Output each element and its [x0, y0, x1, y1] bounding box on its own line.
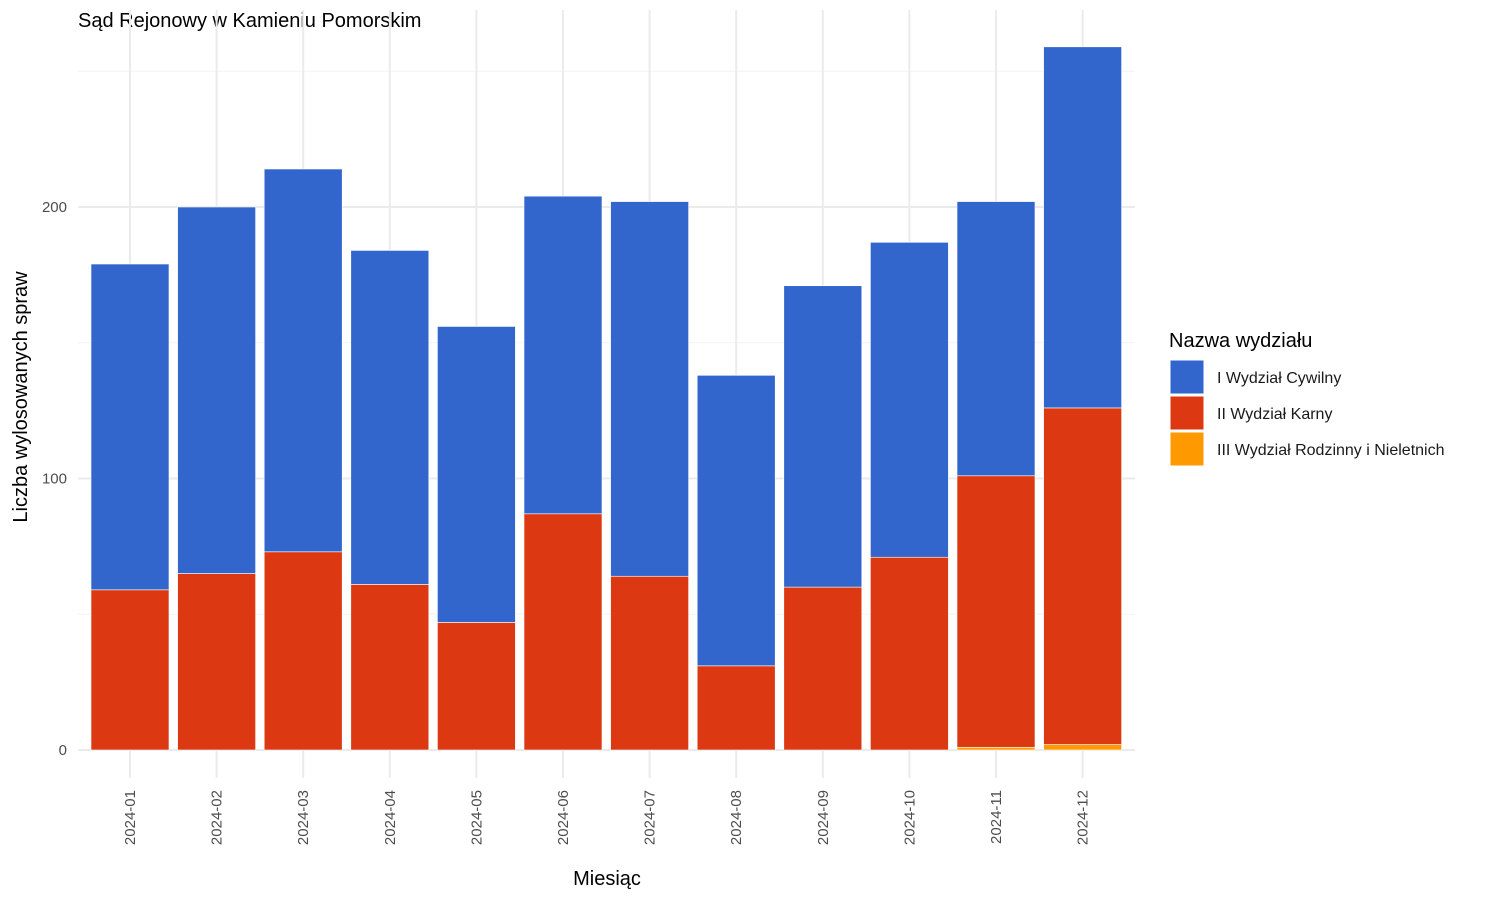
x-tick-label: 2024-11 [988, 790, 1005, 844]
legend: Nazwa wydziału I Wydział Cywilny II Wydzi… [1169, 330, 1445, 467]
bar-segment [783, 586, 863, 751]
x-tick-label: 2024-09 [815, 790, 832, 845]
y-tick-label: 200 [42, 199, 67, 216]
y-axis-title: Liczba wylosowanych spraw [10, 271, 32, 523]
x-tick-label: 2024-10 [901, 790, 918, 845]
legend-swatch [1169, 431, 1205, 467]
bar-segment [696, 665, 776, 751]
legend-title: Nazwa wydziału [1169, 330, 1312, 352]
bar-segment [177, 206, 256, 574]
bar-segment [956, 475, 1036, 748]
y-axis-ticks: 0 100 200 [42, 199, 67, 759]
bar-segment [783, 285, 863, 588]
y-tick-label: 100 [42, 471, 67, 488]
bar-segment [177, 573, 256, 751]
x-tick-label: 2024-07 [642, 790, 659, 845]
bar-segment [90, 263, 170, 591]
bars [90, 46, 1122, 751]
bar-segment [870, 556, 949, 751]
legend-swatch [1169, 359, 1205, 395]
bar-segment [870, 241, 949, 558]
legend-label: II Wydział Karny [1217, 406, 1332, 423]
bar-segment [610, 201, 689, 577]
bar-segment [90, 589, 170, 751]
chart-title: Sąd Rejonowy w Kamieniu Pomorskim [78, 10, 421, 32]
legend-label: III Wydział Rodzinny i Nieletnich [1217, 442, 1445, 459]
bar-segment [1043, 744, 1122, 751]
x-tick-label: 2024-08 [728, 790, 745, 845]
x-tick-label: 2024-04 [382, 790, 399, 845]
y-tick-label: 0 [59, 742, 67, 759]
bar-segment [523, 195, 603, 515]
x-tick-label: 2024-03 [295, 790, 312, 845]
bar-segment [263, 551, 343, 751]
x-tick-label: 2024-06 [555, 790, 572, 845]
bar-segment [1043, 46, 1122, 409]
x-tick-label: 2024-02 [209, 790, 226, 845]
x-tick-label: 2024-01 [122, 790, 139, 845]
legend-swatch [1169, 395, 1205, 431]
bar-segment [437, 622, 516, 751]
x-tick-label: 2024-05 [468, 790, 485, 845]
bar-segment [956, 201, 1036, 477]
x-axis-ticks: 2024-01 2024-02 2024-03 2024-04 2024-05 2024-… [122, 790, 1092, 845]
bar-segment [610, 575, 689, 751]
bar-segment [350, 584, 430, 751]
bar-segment [350, 250, 430, 585]
bar-segment [523, 513, 603, 751]
legend-label: I Wydział Cywilny [1217, 370, 1341, 387]
bar-segment [263, 168, 343, 553]
x-axis-title: Miesiąc [573, 868, 641, 890]
bar-segment [437, 326, 516, 623]
bar-segment [956, 746, 1036, 751]
bar-segment [1043, 407, 1122, 745]
x-tick-label: 2024-12 [1075, 790, 1092, 845]
bar-segment [696, 375, 776, 667]
